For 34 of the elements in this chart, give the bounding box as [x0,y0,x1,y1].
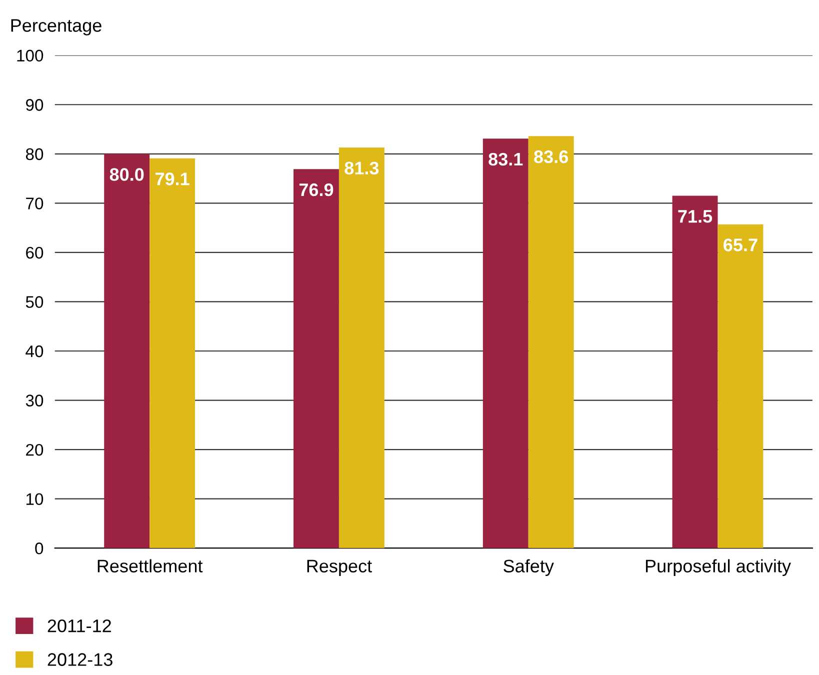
y-axis-title: Percentage [11,19,102,36]
data-label: 71.5 [678,210,712,223]
y-tick-label: 30 [26,394,44,406]
legend-label: 2011-12 [48,619,111,632]
bar [528,136,574,548]
y-tick-label: 40 [26,345,44,358]
bar [482,138,528,548]
data-label: 83.1 [488,152,523,166]
x-tick-label: Safety [504,559,554,576]
legend-label: 2012-13 [48,653,112,666]
data-label: 65.7 [724,238,758,252]
x-tick-label: Respect [307,560,372,576]
data-label: 81.3 [344,162,379,175]
x-tick-label: Purposeful activity [646,559,791,576]
bar [294,169,339,548]
y-tick-label: 0 [35,542,44,554]
y-tick-label: 70 [26,198,44,210]
y-tick-label: 80 [26,148,44,160]
y-tick-label: 90 [26,99,44,111]
bar [104,154,150,548]
bar [338,147,384,548]
y-tick-label: 20 [26,444,44,456]
bar [672,196,718,548]
x-tick-label: Resettlement [98,559,203,572]
y-tick-label: 60 [26,246,44,259]
y-tick-label: 10 [26,493,44,506]
y-tick-label: 50 [26,296,44,308]
data-label: 76.9 [299,183,334,196]
bar [150,158,196,548]
bar [718,224,764,548]
y-tick-label: 100 [17,50,44,62]
data-label: 79.1 [156,172,190,186]
data-label: 83.6 [534,150,568,164]
data-label: 80.0 [110,168,144,181]
